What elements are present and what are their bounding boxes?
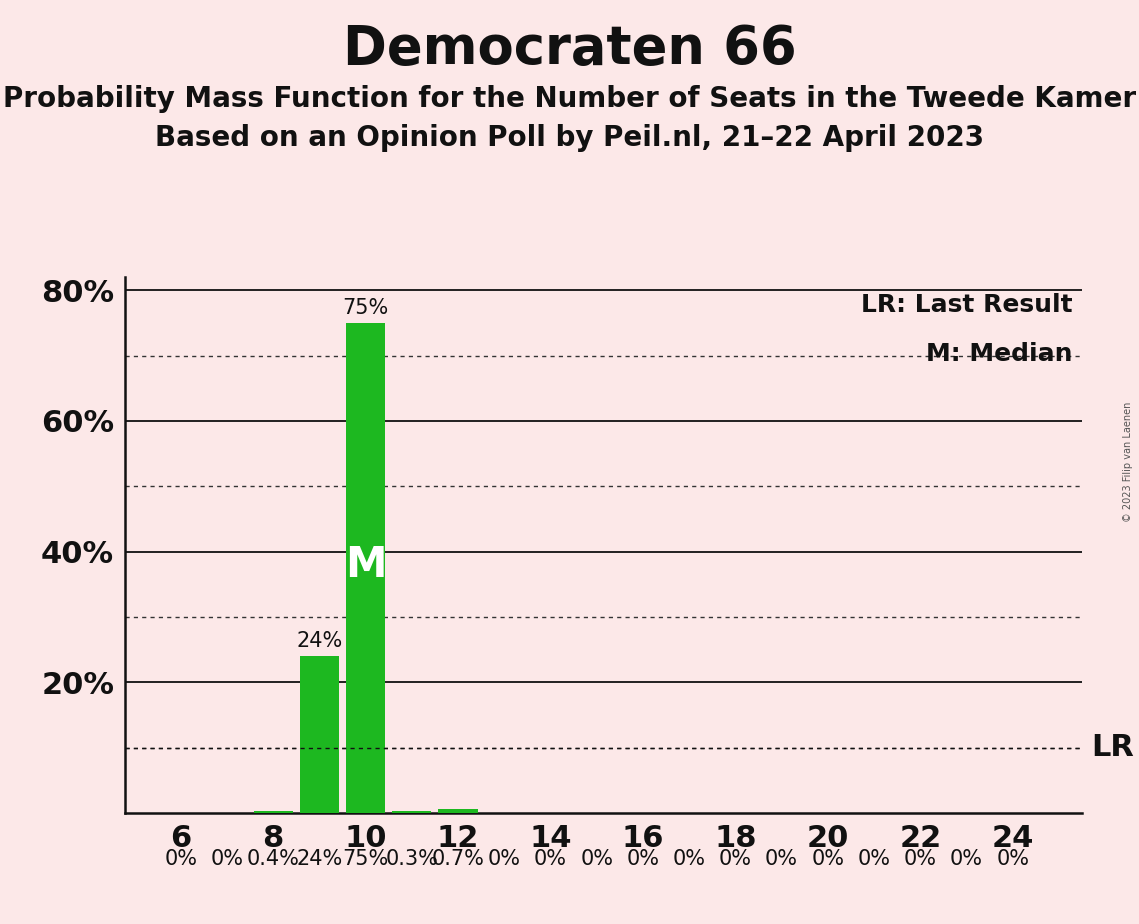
Text: 75%: 75% [343,849,388,869]
Bar [439,808,477,813]
Text: 0%: 0% [487,849,521,869]
Text: 0%: 0% [164,849,197,869]
Text: 0%: 0% [950,849,983,869]
Text: 0%: 0% [997,849,1030,869]
Text: LR: Last Result: LR: Last Result [861,293,1073,317]
Text: © 2023 Filip van Laenen: © 2023 Filip van Laenen [1123,402,1133,522]
Text: 24%: 24% [296,631,343,651]
Text: 0.3%: 0.3% [385,849,439,869]
Text: Probability Mass Function for the Number of Seats in the Tweede Kamer: Probability Mass Function for the Number… [3,85,1136,113]
Text: 0%: 0% [211,849,244,869]
Text: Democraten 66: Democraten 66 [343,23,796,75]
Text: LR: LR [1091,734,1134,762]
Text: 75%: 75% [343,298,388,318]
Text: M: Median: M: Median [926,342,1073,366]
Bar [346,323,385,813]
Text: Based on an Opinion Poll by Peil.nl, 21–22 April 2023: Based on an Opinion Poll by Peil.nl, 21–… [155,124,984,152]
Text: 0%: 0% [811,849,844,869]
Text: 0%: 0% [719,849,752,869]
Bar [300,656,339,813]
Text: 0.4%: 0.4% [247,849,300,869]
Text: M: M [345,543,386,586]
Text: 0%: 0% [673,849,706,869]
Text: 0%: 0% [858,849,891,869]
Text: 0%: 0% [626,849,659,869]
Text: 24%: 24% [296,849,343,869]
Text: 0.7%: 0.7% [432,849,484,869]
Bar [392,811,432,813]
Text: 0%: 0% [903,849,936,869]
Text: 0%: 0% [534,849,567,869]
Text: 0%: 0% [580,849,613,869]
Text: 0%: 0% [765,849,798,869]
Bar [254,810,293,813]
